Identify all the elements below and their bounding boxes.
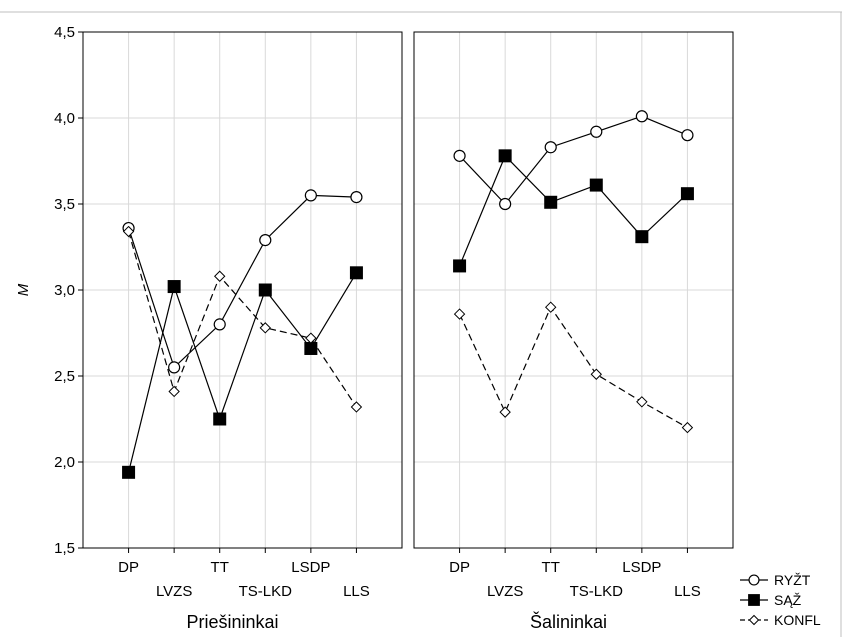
x-tick-label: LLS [674,583,701,600]
data-point-ryžt [635,110,648,123]
x-tick-label: LSDP [622,559,661,576]
data-point-konfl [590,368,602,380]
data-point-konfl [259,322,271,334]
data-point-sąž [453,259,467,273]
x-tick-label: LLS [343,583,370,600]
data-point-konfl [453,308,466,320]
y-axis-label: M [15,283,32,296]
x-tick-label: TS-LKD [239,583,293,600]
data-point-konfl [499,406,511,418]
data-point-sąž [304,341,318,355]
data-point-konfl [214,270,226,282]
data-point-konfl [122,225,135,238]
data-point-konfl [168,385,180,398]
series-line-sąž [127,272,357,473]
legend-marker [748,614,760,626]
x-tick-label: DP [449,559,470,576]
y-tick-label: 1,5 [54,540,75,557]
legend-label: RYŽT [774,572,811,588]
data-point-sąž [680,187,694,201]
panel-1: DP LVZS TT TS-LKD LSDP LLS Šalininkai [413,31,734,632]
series-line-ryžt [459,115,688,205]
panel-title: Šalininkai [530,611,607,632]
data-point-sąž [167,280,181,294]
series-line-konfl [127,231,357,408]
data-point-ryžt [168,361,181,374]
legend-marker [748,594,760,606]
data-point-ryžt [544,141,557,154]
legend-marker [748,574,760,586]
data-point-ryžt [259,234,272,247]
data-point-sąž [258,283,272,297]
data-point-sąž [544,195,558,209]
data-point-ryžt [590,125,603,138]
data-point-konfl [305,332,317,344]
x-tick-label: LSDP [291,559,330,576]
x-tick-label: TT [211,559,229,576]
series-line-sąž [459,154,688,267]
x-tick-label: TT [542,559,560,576]
panel-0: 1,5 2,0 2,5 3,0 3,5 4,0 4,5 DP LVZS TT TS-LKD LSDP L… [54,24,403,632]
data-point-konfl [350,401,363,413]
y-tick-label: 4,0 [54,110,75,127]
data-point-ryžt [304,189,317,202]
data-point-ryžt [213,318,226,331]
series-line-ryžt [128,194,357,369]
y-tick-label: 3,5 [54,196,75,213]
data-point-ryžt [681,129,694,142]
data-point-konfl [545,301,557,313]
data-point-konfl [636,396,648,408]
data-point-konfl [681,421,694,434]
data-point-sąž [589,178,603,192]
data-point-sąž [122,465,136,479]
data-point-ryžt [453,149,466,162]
panels-layer: 1,5 2,0 2,5 3,0 3,5 4,0 4,5 DP LVZS TT TS-LKD LSDP L… [0,11,842,637]
legend: RYŽT SĄŽ KONFL [740,572,821,628]
x-tick-label: TS-LKD [570,583,624,600]
data-point-ryžt [499,197,512,211]
y-tick-label: 4,5 [54,24,75,41]
x-tick-label: DP [118,559,139,576]
y-tick-label: 2,0 [54,454,75,471]
y-tick-label: 2,5 [54,368,75,385]
panel-title: Priešininkai [186,612,278,632]
panel-frame [413,31,734,549]
legend-label: KONFL [774,612,821,628]
data-point-sąž [498,149,512,163]
data-point-sąž [213,412,227,426]
data-point-sąž [635,230,649,244]
data-point-ryžt [350,191,363,204]
y-tick-label: 3,0 [54,282,75,299]
x-tick-label: LVZS [487,583,523,600]
series-line-konfl [459,305,688,429]
legend-label: SĄŽ [774,592,802,608]
x-tick-label: LVZS [156,583,192,600]
data-point-sąž [349,266,363,280]
